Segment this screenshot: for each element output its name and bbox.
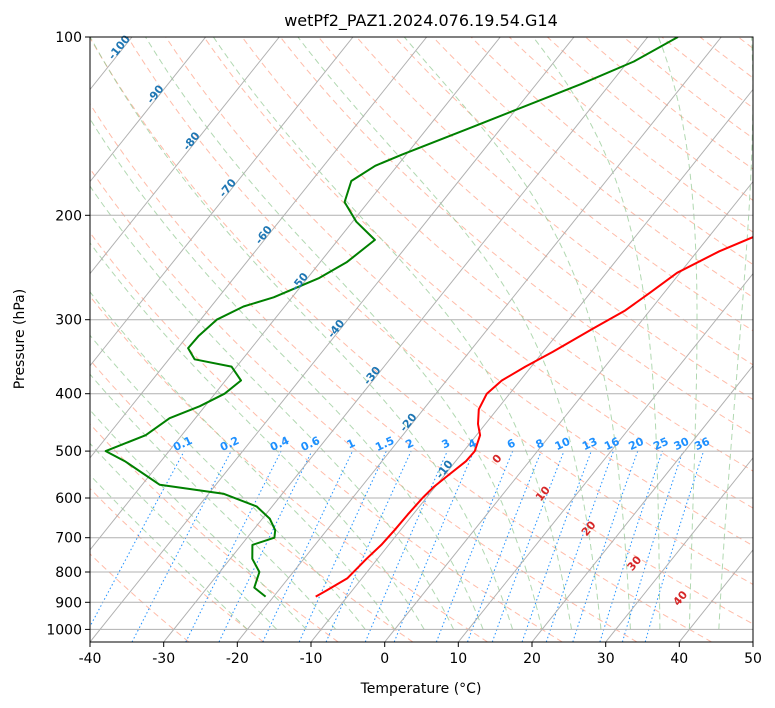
y-tick-label: 1000 — [46, 622, 82, 638]
dry-adiabat — [203, 37, 753, 509]
y-tick-label: 900 — [55, 595, 82, 611]
x-tick-label: 0 — [380, 651, 389, 667]
mixing-ratio-label: 16 — [602, 435, 622, 453]
moist-adiabat — [657, 37, 698, 630]
mixing-ratio-line — [218, 450, 313, 642]
mixing-ratio-line — [393, 450, 475, 642]
isotherm-line — [384, 180, 753, 642]
moist-adiabat — [90, 242, 425, 630]
y-tick-label: 100 — [55, 30, 82, 46]
moist-adiabat — [532, 37, 661, 630]
background-lines — [90, 37, 753, 642]
isotherm-line — [90, 37, 575, 642]
dry-adiabat — [470, 37, 753, 266]
moist-adiabat — [212, 37, 572, 630]
mixing-ratio-line — [298, 450, 387, 642]
x-tick-label: 50 — [744, 651, 762, 667]
isotherm-line — [90, 37, 428, 459]
isotherm-line — [457, 272, 753, 642]
x-tick-label: 30 — [597, 651, 615, 667]
moist-adiabat — [90, 118, 484, 630]
moist-adiabat — [403, 37, 631, 630]
chart-title: wetPf2_PAZ1.2024.076.19.54.G14 — [284, 11, 558, 31]
moist-adiabat — [297, 37, 602, 630]
mixing-ratio-line — [90, 450, 185, 628]
y-tick-label: 600 — [55, 491, 82, 507]
y-axis-label: Pressure (hPa) — [12, 289, 28, 389]
dry-adiabat — [90, 295, 488, 642]
dry-adiabat — [90, 102, 712, 642]
mixing-ratio-line — [621, 450, 684, 642]
moist-adiabat — [90, 474, 248, 630]
isotherm-line — [605, 457, 753, 642]
x-tick-label: -10 — [300, 651, 323, 667]
x-tick-label: 10 — [449, 651, 467, 667]
dry-adiabat — [165, 37, 753, 547]
dry-adiabat — [432, 37, 753, 298]
y-axis: 100 200 300 400 500 600 700 800 900 1000 — [46, 30, 90, 638]
mixing-ratio-label: 30 — [672, 435, 692, 453]
mixing-ratio-label: 25 — [651, 435, 670, 453]
mixing-ratio-line — [644, 450, 705, 642]
plot-frame — [89, 36, 754, 643]
dry-adiabat — [90, 231, 563, 642]
isotherm-line — [90, 37, 354, 367]
dry-adiabat — [90, 423, 339, 642]
isotherm-line — [531, 364, 753, 642]
x-tick-label: -20 — [226, 651, 249, 667]
isotherm-line — [90, 37, 280, 275]
x-tick-label: -40 — [79, 651, 102, 667]
mixing-ratio-line — [521, 450, 592, 642]
x-axis: -40 -30 -20 -10 0 10 20 30 40 50 — [79, 642, 762, 667]
x-tick-label: -30 — [152, 651, 175, 667]
mixing-ratio-line — [325, 450, 412, 642]
data-series — [104, 37, 753, 598]
y-tick-label: 800 — [55, 565, 82, 581]
isotherm-line — [236, 37, 722, 642]
moist-adiabat — [90, 37, 514, 630]
x-tick-label: 20 — [523, 651, 541, 667]
moist-adiabat — [145, 37, 543, 630]
dry-adiabat — [279, 37, 753, 436]
y-tick-label: 500 — [55, 444, 82, 460]
mixing-ratio-line — [545, 450, 614, 642]
y-tick-label: 200 — [55, 208, 82, 224]
x-tick-label: 40 — [670, 651, 688, 667]
mixing-ratio-label: 36 — [692, 435, 712, 453]
dry-adiabat — [318, 37, 753, 401]
mixing-ratio-line — [599, 450, 663, 642]
mixing-ratio-line — [364, 450, 448, 642]
isotherm-line — [90, 37, 501, 551]
y-tick-label: 400 — [55, 387, 82, 403]
moist-adiabat — [90, 373, 337, 630]
isotherm-line — [163, 37, 649, 642]
isotherm-line — [310, 88, 753, 642]
dry-adiabat — [90, 37, 753, 625]
y-tick-label: 700 — [55, 531, 82, 547]
moist-adiabat — [90, 291, 396, 630]
x-axis-label: Temperature (°C) — [360, 681, 482, 697]
dewpoint-line — [104, 37, 679, 598]
y-tick-label: 300 — [55, 313, 82, 329]
mixing-ratio-label: 20 — [627, 435, 647, 453]
dry-adiabat — [508, 37, 753, 233]
isotherm-line — [90, 37, 207, 183]
moist-adiabat — [718, 37, 753, 630]
mixing-ratio-label: 10 — [553, 435, 573, 453]
mixing-ratio-line — [572, 450, 639, 642]
mixing-ratio-label: 13 — [580, 435, 599, 453]
mixing-ratio-line — [262, 450, 353, 642]
temperature-line — [315, 236, 753, 598]
